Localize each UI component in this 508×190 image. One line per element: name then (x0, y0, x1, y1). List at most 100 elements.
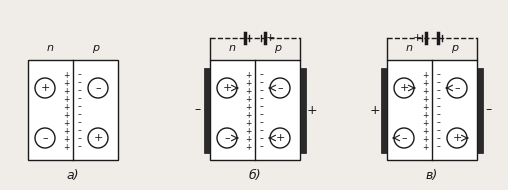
Text: +: + (245, 94, 251, 104)
Text: +: + (412, 33, 422, 43)
Text: –: – (42, 133, 48, 143)
Text: +: + (307, 104, 318, 116)
Text: –: – (260, 142, 264, 151)
Text: n: n (47, 43, 54, 53)
Text: в): в) (426, 169, 438, 181)
Circle shape (88, 128, 108, 148)
Text: –: – (401, 133, 407, 143)
Text: –: – (78, 78, 82, 88)
Text: –: – (437, 70, 441, 79)
Circle shape (270, 128, 290, 148)
Text: +: + (245, 111, 251, 120)
Text: –: – (437, 142, 441, 151)
Text: p: p (274, 43, 281, 53)
Text: –: – (437, 135, 441, 143)
Text: +: + (63, 70, 69, 79)
Text: –: – (437, 94, 441, 104)
Text: +: + (422, 86, 428, 96)
Text: +: + (40, 83, 50, 93)
Circle shape (217, 78, 237, 98)
Bar (28, 60, 118, 160)
Text: –: – (437, 127, 441, 135)
Text: –: – (260, 119, 264, 127)
Circle shape (35, 78, 55, 98)
Text: +: + (422, 94, 428, 104)
Text: –: – (260, 135, 264, 143)
Bar (477, 67, 483, 153)
Bar (204, 67, 210, 153)
Text: +: + (63, 142, 69, 151)
Text: +: + (422, 111, 428, 120)
Text: +: + (422, 142, 428, 151)
Text: –: – (78, 127, 82, 135)
Text: –: – (260, 102, 264, 112)
Text: –: – (454, 83, 460, 93)
Circle shape (270, 78, 290, 98)
Text: –: – (260, 78, 264, 88)
Text: –: – (260, 94, 264, 104)
Text: –: – (437, 78, 441, 88)
Text: –: – (437, 86, 441, 96)
Text: +: + (93, 133, 103, 143)
Text: –: – (437, 102, 441, 112)
Text: +: + (63, 102, 69, 112)
Text: –: – (78, 94, 82, 104)
Text: +: + (452, 133, 462, 143)
Bar (387, 60, 477, 160)
Text: –: – (78, 119, 82, 127)
Text: –: – (78, 135, 82, 143)
Circle shape (35, 128, 55, 148)
Text: –: – (78, 111, 82, 120)
Text: +: + (245, 78, 251, 88)
Text: –: – (195, 104, 201, 116)
Circle shape (447, 78, 467, 98)
Text: +: + (63, 135, 69, 143)
Circle shape (394, 128, 414, 148)
Text: +: + (399, 83, 409, 93)
Text: б): б) (249, 169, 261, 181)
Text: –: – (260, 86, 264, 96)
Text: –: – (224, 133, 230, 143)
Text: –: – (78, 70, 82, 79)
Text: n: n (229, 43, 236, 53)
Text: +: + (63, 111, 69, 120)
Text: +: + (245, 135, 251, 143)
Text: –: – (277, 83, 283, 93)
Circle shape (394, 78, 414, 98)
Text: –: – (486, 104, 492, 116)
Bar (210, 60, 300, 160)
Text: p: p (451, 43, 458, 53)
Text: –: – (260, 127, 264, 135)
Text: +: + (63, 119, 69, 127)
Text: a): a) (67, 169, 79, 181)
Text: +: + (63, 86, 69, 96)
Bar (381, 67, 387, 153)
Text: p: p (92, 43, 99, 53)
Text: n: n (406, 43, 413, 53)
Text: +: + (245, 86, 251, 96)
Text: –: – (260, 70, 264, 79)
Text: +: + (370, 104, 380, 116)
Text: –: – (95, 83, 101, 93)
Bar (300, 67, 306, 153)
Text: -: - (445, 33, 449, 43)
Circle shape (88, 78, 108, 98)
Text: –: – (437, 119, 441, 127)
Text: +: + (245, 70, 251, 79)
Text: +: + (245, 102, 251, 112)
Text: +: + (422, 119, 428, 127)
Circle shape (447, 128, 467, 148)
Text: +: + (422, 127, 428, 135)
Text: +: + (265, 33, 275, 43)
Text: +: + (245, 119, 251, 127)
Circle shape (217, 128, 237, 148)
Text: +: + (275, 133, 284, 143)
Text: +: + (63, 94, 69, 104)
Text: +: + (422, 102, 428, 112)
Text: +: + (422, 135, 428, 143)
Text: -: - (238, 33, 242, 43)
Text: +: + (245, 127, 251, 135)
Text: +: + (63, 127, 69, 135)
Text: –: – (260, 111, 264, 120)
Text: +: + (63, 78, 69, 88)
